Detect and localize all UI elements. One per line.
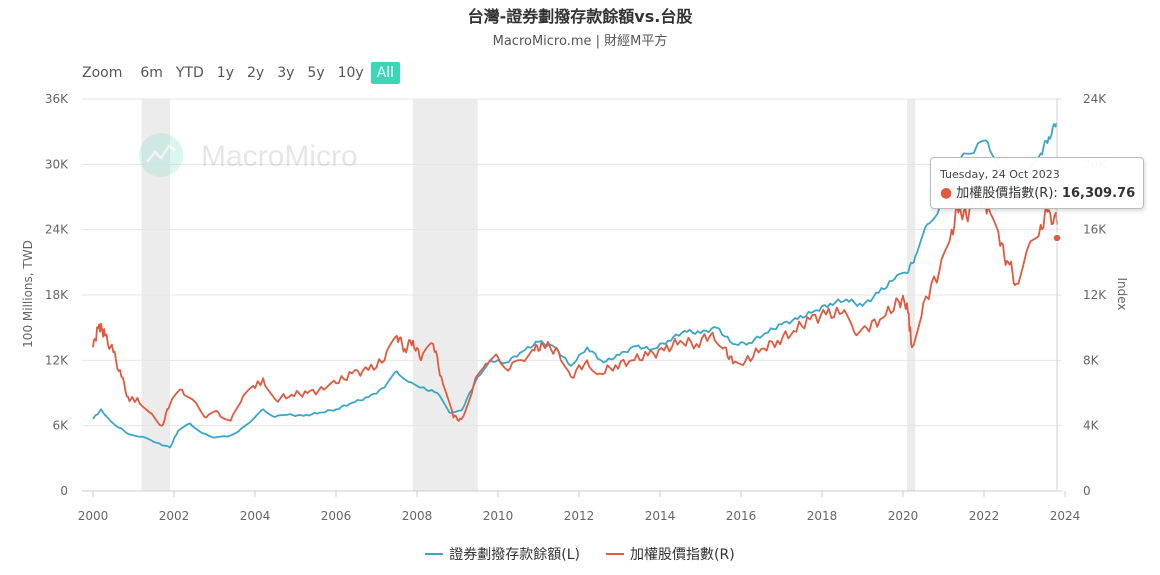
zoom-bar: Zoom 6m YTD 1y 2y 3y 5y 10y All [78, 60, 401, 86]
zoom-ytd-button[interactable]: YTD [175, 65, 204, 81]
x-tick-label: 2004 [240, 509, 271, 523]
x-tick-label: 2018 [807, 509, 838, 523]
y-left-tick-label: 18K [45, 288, 69, 302]
watermark: MacroMicro [139, 133, 358, 177]
y-left-tick-label: 0 [60, 484, 68, 498]
legend-item-taiex[interactable]: 加權股價指數(R) [606, 544, 735, 564]
series-lines [92, 122, 1059, 449]
x-tick-label: 2024 [1050, 509, 1081, 523]
x-tick-label: 2014 [645, 509, 676, 523]
y-right-tick-label: 24K [1083, 92, 1107, 106]
y-left-tick-label: 12K [45, 353, 69, 367]
tooltip-row: ● 加權股價指數(R): 16,309.76 [940, 182, 1135, 201]
chart-subtitle: MacroMicro.me | 財經M平方 [492, 34, 668, 49]
x-tick-label: 2008 [402, 509, 433, 523]
watermark-text: MacroMicro [201, 140, 358, 173]
zoom-label: Zoom [82, 65, 123, 81]
x-tick-label: 2000 [78, 509, 109, 523]
zoom-5y-button[interactable]: 5y [307, 65, 325, 81]
x-tick-label: 2006 [321, 509, 352, 523]
y-axis-right-label: Index [1115, 277, 1129, 310]
y-left-tick-label: 36K [45, 92, 69, 106]
series-line-taiex [92, 190, 1059, 427]
y-right-tick-label: 4K [1083, 419, 1100, 433]
y-axis-right: 04K8K12K16K20K24K [1083, 92, 1107, 498]
legend-swatch-taiex [606, 553, 625, 555]
x-tick-label: 2010 [483, 509, 514, 523]
y-right-tick-label: 12K [1083, 288, 1107, 302]
tooltip-value: 16,309.76 [1061, 186, 1136, 201]
zoom-all-button[interactable]: All [370, 62, 401, 84]
chart-title: 台灣-證券劃撥存款餘額vs.台股 [467, 7, 693, 26]
zoom-3y-button[interactable]: 3y [277, 65, 295, 81]
watermark-logo-mark-icon [146, 144, 176, 163]
y-left-tick-label: 24K [45, 223, 69, 237]
tooltip: Tuesday, 24 Oct 2023 ● 加權股價指數(R): 16,309.… [930, 157, 1144, 209]
y-right-tick-label: 0 [1083, 484, 1091, 498]
tooltip-date: Tuesday, 24 Oct 2023 [940, 168, 1060, 181]
y-axis-left-label: 100 Millions, TWD [21, 240, 35, 348]
legend-label-deposits: 證券劃撥存款餘額(L) [449, 547, 581, 563]
x-tick-label: 2020 [888, 509, 919, 523]
series-line-deposits [92, 122, 1058, 449]
legend-label-taiex: 加權股價指數(R) [630, 547, 735, 563]
legend-item-deposits[interactable]: 證券劃撥存款餘額(L) [425, 544, 580, 564]
x-tick-label: 2022 [969, 509, 1000, 523]
y-left-tick-label: 30K [45, 157, 69, 171]
grid-lines [82, 98, 1062, 492]
x-tick-label: 2016 [726, 509, 757, 523]
tooltip-dot-icon: ● [940, 185, 953, 201]
x-axis: 2000 2002 2004 2006 2008 2010 2012 2014 2016 2018… [78, 491, 1081, 523]
y-axis-left: 0 6K 12K 18K 24K 30K 36K [45, 92, 69, 498]
y-left-tick-label: 6K [52, 419, 69, 433]
hover-marker [1052, 233, 1062, 243]
zoom-2y-button[interactable]: 2y [247, 65, 265, 81]
legend: 證券劃撥存款餘額(L) 加權股價指數(R) [0, 544, 1160, 564]
watermark-logo-icon [139, 133, 183, 177]
x-tick-label: 2002 [159, 509, 190, 523]
zoom-6m-button[interactable]: 6m [140, 65, 163, 81]
zoom-10y-button[interactable]: 10y [337, 65, 364, 81]
tooltip-series-name: 加權股價指數(R): [956, 186, 1058, 201]
y-right-tick-label: 16K [1083, 223, 1107, 237]
zoom-1y-button[interactable]: 1y [216, 65, 234, 81]
y-right-tick-label: 8K [1083, 353, 1100, 367]
legend-swatch-deposits [425, 553, 444, 555]
x-tick-label: 2012 [564, 509, 595, 523]
